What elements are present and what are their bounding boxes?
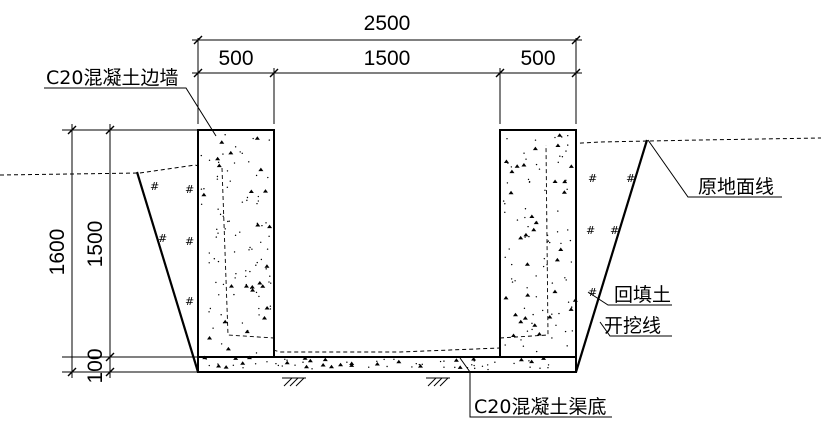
svg-text:#: #: [185, 235, 194, 248]
label-ground-line: 原地面线: [698, 176, 774, 198]
label-wall: C20混凝土边墙: [46, 67, 178, 89]
svg-text:#: #: [588, 286, 597, 299]
svg-text:#: #: [150, 180, 159, 193]
label-backfill: 回填土: [614, 284, 671, 306]
label-channel-bottom: C20混凝土渠底: [474, 396, 606, 418]
left-wall: [197, 129, 275, 358]
svg-text:#: #: [185, 295, 194, 308]
dim-total-width: 2500: [364, 12, 411, 35]
svg-text:#: #: [158, 232, 167, 245]
channel-bottom-slab: [197, 339, 577, 373]
dim-total-height: 1600: [46, 229, 69, 276]
right-wall: [499, 129, 577, 358]
dim-right-wall: 500: [520, 47, 555, 70]
dim-left-wall: 500: [218, 47, 253, 70]
svg-text:#: #: [185, 183, 194, 196]
svg-text:#: #: [588, 172, 597, 185]
dim-wall-height: 1500: [84, 221, 107, 268]
label-excavation-line: 开挖线: [604, 315, 661, 337]
svg-text:#: #: [626, 172, 635, 185]
svg-text:#: #: [586, 224, 595, 237]
concrete-texture: [200, 133, 578, 371]
top-dimensions: 2500 500 1500 500: [192, 12, 582, 124]
dim-inner-width: 1500: [364, 47, 411, 70]
dim-base-thickness: 100: [84, 348, 107, 383]
svg-text:#: #: [610, 224, 619, 237]
backfill-marks: # # # # # # # # # #: [150, 172, 635, 308]
side-dimensions: 1600 1500 100: [46, 124, 198, 384]
excavation-lines: [135, 139, 649, 373]
leader-lines: [44, 87, 782, 418]
original-ground-line: [0, 137, 821, 176]
ground-hatch-symbols: [282, 377, 450, 387]
